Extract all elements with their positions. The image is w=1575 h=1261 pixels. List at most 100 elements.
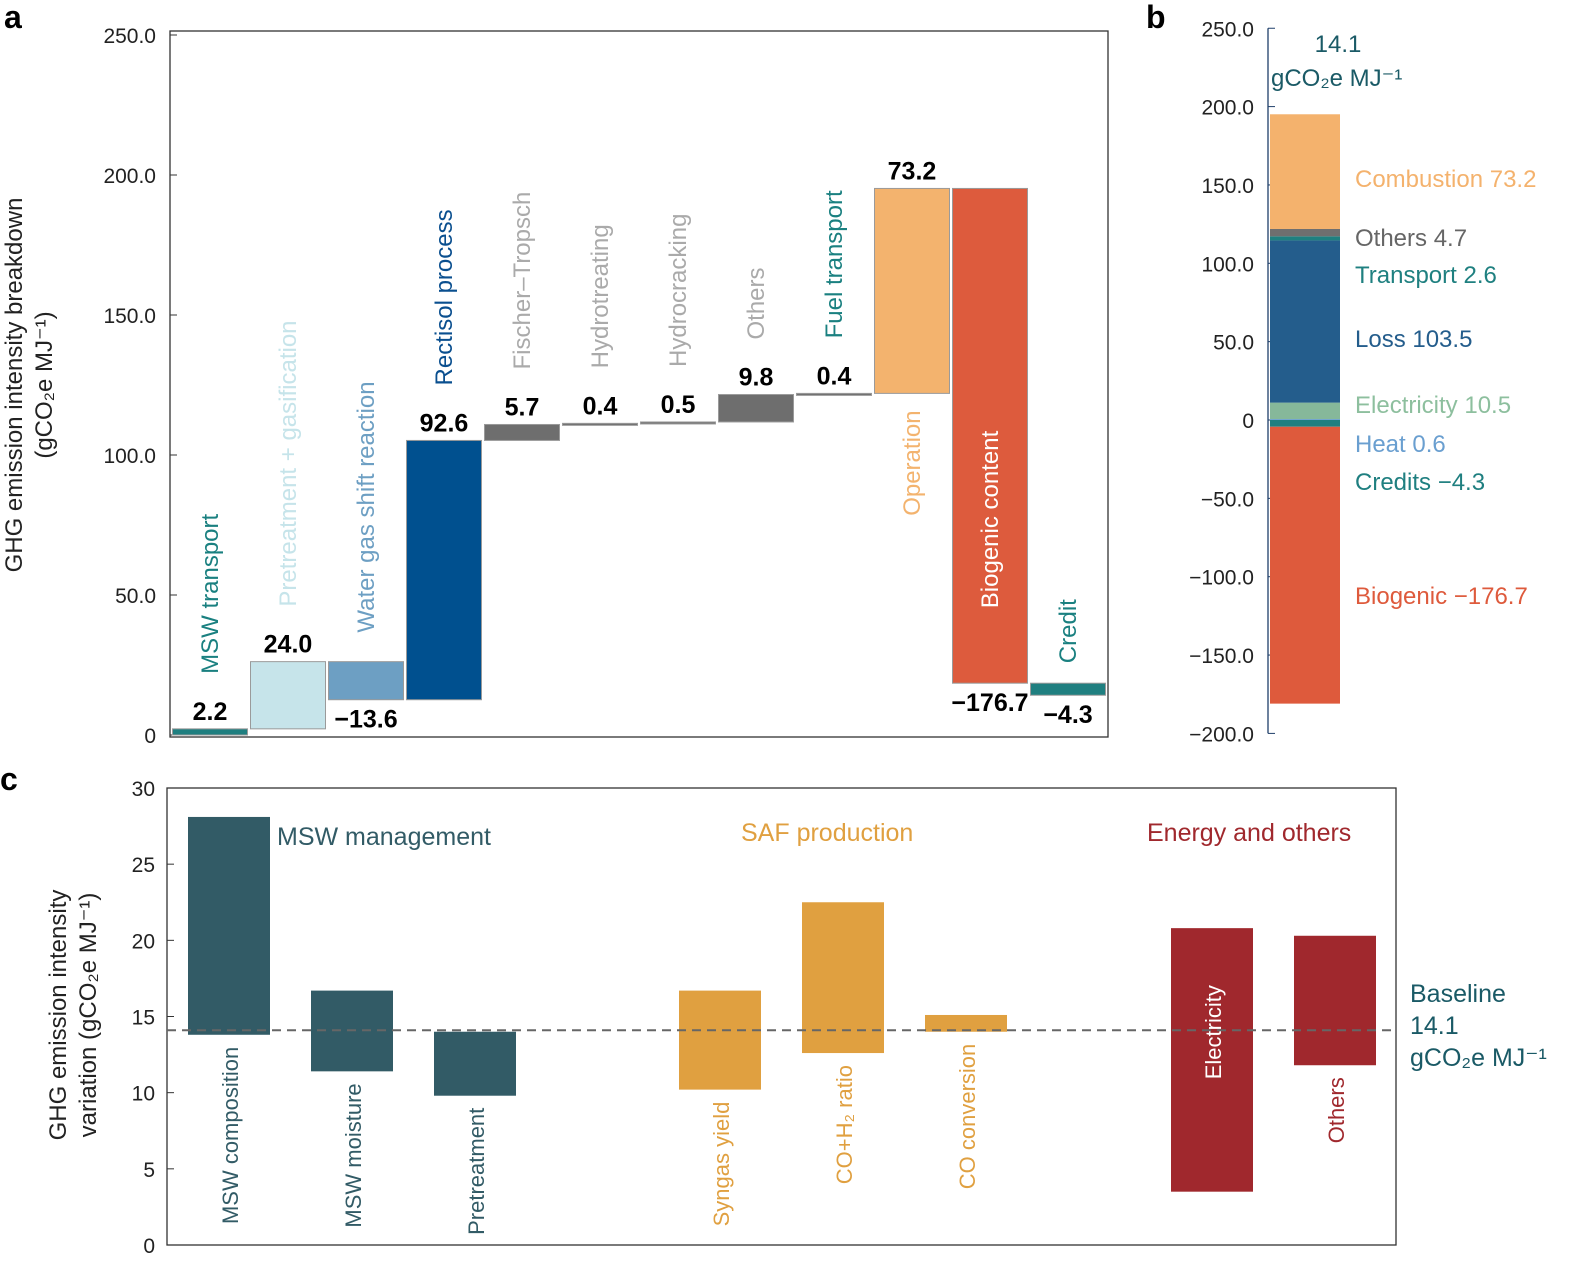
y-tick-label: 50.0	[1213, 332, 1254, 355]
panel-b-stacked-bar: −200.0 −150.0 −100.0 −50.0 0 50.0 100.0 150.0 20…	[1189, 18, 1536, 746]
range-bar	[188, 816, 270, 1035]
value-label: 0.5	[661, 391, 696, 419]
category-label: Hydrocracking	[665, 214, 692, 367]
value-label: 92.6	[420, 409, 469, 437]
y-axis-label: GHG emission intensity	[45, 890, 72, 1141]
y-tick-label: 200.0	[103, 165, 156, 188]
stack-segment	[1270, 114, 1340, 229]
waterfall-bar	[1030, 682, 1106, 696]
category-label: Others	[743, 267, 770, 339]
y-tick-label: 20	[132, 930, 155, 953]
range-bar	[1171, 928, 1253, 1192]
bar-label: Syngas yield	[709, 1102, 734, 1227]
range-bar	[434, 1031, 516, 1096]
stack-segment	[1270, 402, 1340, 420]
stack-segment	[1270, 228, 1340, 237]
total-value: 14.1	[1315, 31, 1362, 58]
waterfall-bar	[796, 392, 872, 396]
value-label: 0.4	[583, 392, 618, 420]
y-tick-label: 10	[132, 1083, 155, 1106]
plot-frame	[169, 30, 1109, 738]
range-bar	[802, 902, 884, 1054]
segment-label: Loss 103.5	[1355, 326, 1472, 353]
category-label: Rectisol process	[431, 209, 458, 385]
waterfall-bar	[172, 728, 248, 736]
segment-label: Electricity 10.5	[1355, 392, 1511, 419]
total-unit: gCO₂e MJ⁻¹	[1271, 65, 1402, 92]
waterfall-bar	[484, 423, 560, 441]
category-label: Biogenic content	[977, 430, 1004, 608]
waterfall-bar	[562, 422, 638, 426]
category-label: Operation	[899, 410, 926, 515]
category-label: Credit	[1055, 599, 1082, 663]
panel-c-range-bars: 0 5 10 15 20 25 30 GHG emission intensity variat…	[45, 778, 1547, 1258]
range-bar	[679, 990, 761, 1090]
waterfall-bar	[874, 187, 950, 394]
segment-label: Others 4.7	[1355, 225, 1467, 252]
group-title: MSW management	[277, 823, 491, 851]
bar-label: MSW moisture	[341, 1083, 366, 1227]
y-axis-label: (gCO₂e MJ⁻¹)	[31, 311, 58, 458]
y-tick-label: 100.0	[103, 445, 156, 468]
stack-segment	[1270, 420, 1340, 427]
bar-label: CO+H₂ ratio	[832, 1065, 857, 1184]
stack-segment	[1270, 236, 1340, 241]
bar-label: Others	[1324, 1077, 1349, 1143]
value-label: 24.0	[264, 631, 313, 659]
range-bar	[925, 1014, 1007, 1032]
waterfall-bar	[718, 394, 794, 423]
panel-letter-c: c	[0, 761, 18, 797]
bar-label: CO conversion	[955, 1044, 980, 1190]
baseline-label: gCO₂e MJ⁻¹	[1410, 1044, 1547, 1072]
category-label: Fischer–Tropsch	[509, 192, 536, 370]
segment-label: Transport 2.6	[1355, 262, 1497, 289]
stack-segment	[1270, 240, 1340, 403]
category-label: Water gas shift reaction	[353, 381, 380, 632]
y-tick-label: 100.0	[1201, 253, 1254, 276]
waterfall-bar	[328, 661, 404, 701]
segment-label: Credits −4.3	[1355, 469, 1485, 496]
y-tick-label: 25	[132, 854, 155, 877]
y-tick-label: −150.0	[1189, 645, 1254, 668]
bar-label: Pretreatment	[464, 1108, 489, 1235]
baseline-label: Baseline	[1410, 980, 1506, 1008]
y-tick-label: −100.0	[1189, 567, 1254, 590]
value-label: 5.7	[505, 393, 540, 421]
value-label: 9.8	[739, 364, 774, 392]
y-tick-label: 250.0	[103, 25, 156, 48]
y-tick-label: 200.0	[1201, 97, 1254, 120]
range-bar	[1294, 935, 1376, 1066]
y-axis-label: variation (gCO₂e MJ⁻¹)	[75, 893, 102, 1138]
segment-label: Combustion 73.2	[1355, 166, 1536, 193]
category-label: Fuel transport	[821, 190, 848, 338]
group-title: SAF production	[741, 819, 913, 847]
panel-letter-b: b	[1146, 0, 1166, 35]
y-tick-label: 0	[144, 725, 156, 748]
waterfall-bar	[250, 661, 326, 730]
category-label: MSW transport	[197, 513, 224, 673]
y-axis-label: GHG emission intensity breakdown	[1, 198, 28, 573]
y-tick-label: −200.0	[1189, 723, 1254, 746]
bar-label: Electricity	[1201, 985, 1226, 1079]
y-tick-label: 15	[132, 1007, 155, 1030]
group-title: Energy and others	[1147, 819, 1351, 847]
segment-label: Heat 0.6	[1355, 431, 1446, 458]
segment-label: Biogenic −176.7	[1355, 583, 1528, 610]
y-tick-label: 50.0	[115, 585, 156, 608]
value-label: −13.6	[334, 706, 397, 734]
value-label: −176.7	[951, 689, 1028, 717]
y-tick-label: 150.0	[103, 305, 156, 328]
y-tick-label: 0	[143, 1235, 155, 1258]
y-tick-label: 30	[132, 778, 155, 801]
panel-a-waterfall: 0 50.0 100.0 150.0 200.0 250.0 GHG emission in…	[1, 25, 1109, 748]
value-label: 2.2	[193, 698, 228, 726]
y-tick-label: 5	[143, 1159, 155, 1182]
panel-letter-a: a	[4, 0, 22, 35]
waterfall-bar	[406, 439, 482, 701]
value-label: −4.3	[1043, 701, 1092, 729]
stack-segment	[1270, 426, 1340, 704]
waterfall-bar	[640, 421, 716, 425]
y-tick-label: 250.0	[1201, 18, 1254, 41]
y-tick-label: −50.0	[1201, 488, 1254, 511]
